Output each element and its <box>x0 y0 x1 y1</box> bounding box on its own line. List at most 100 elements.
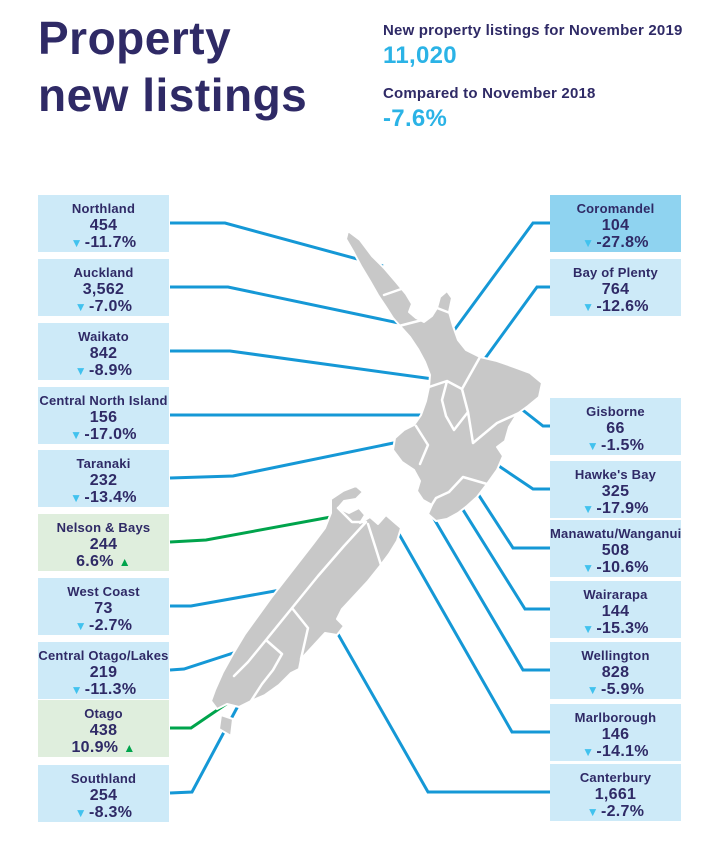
region-change-value: -7.0% <box>88 298 133 315</box>
region-box: Otago 438 ▼10.9%▲ <box>38 700 169 757</box>
leader-line-northland <box>170 221 384 268</box>
region-value: 73 <box>94 600 113 617</box>
region-change-value: 10.9% <box>71 739 119 756</box>
triangle-down-icon: ▼ <box>74 364 87 378</box>
region-change: ▼-8.9%▲ <box>38 362 169 380</box>
triangle-down-icon: ▼ <box>70 236 83 250</box>
region-name: Central Otago/Lakes <box>38 648 169 663</box>
triangle-down-icon: ▼ <box>582 622 595 636</box>
region-value: 325 <box>601 483 630 500</box>
region-name: Central North Island <box>39 393 168 408</box>
region-value: 232 <box>89 472 118 489</box>
region-box: Coromandel 104 ▼-27.8%▲ <box>550 195 681 252</box>
region-value: 104 <box>601 217 630 234</box>
region-name: Manawatu/Wanganui <box>550 526 682 541</box>
leader-line-southland <box>169 703 241 795</box>
triangle-down-icon: ▼ <box>582 300 595 314</box>
summary-stats: New property listings for November 2019 … <box>383 22 683 148</box>
region-box: Taranaki 232 ▼-13.4%▲ <box>38 450 169 507</box>
triangle-down-icon: ▼ <box>582 745 595 759</box>
region-change: ▼-27.8%▲ <box>550 234 681 252</box>
page-title-line1: Property <box>38 12 232 64</box>
region-change: ▼-7.0%▲ <box>38 298 169 316</box>
triangle-down-icon: ▼ <box>586 683 599 697</box>
region-box: Nelson & Bays 244 ▼6.6%▲ <box>38 514 169 571</box>
region-value: 3,562 <box>82 281 125 298</box>
leader-line-west-coast <box>170 587 287 608</box>
region-change-value: -13.4% <box>84 489 137 506</box>
region-name: Nelson & Bays <box>56 520 151 535</box>
leader-line-waikato <box>170 349 434 381</box>
leader-line-gisborne <box>514 402 550 428</box>
triangle-down-icon: ▼ <box>74 619 87 633</box>
region-change-value: -11.3% <box>84 681 137 698</box>
region-name: Hawke's Bay <box>574 467 657 482</box>
region-box: West Coast 73 ▼-2.7%▲ <box>38 578 169 635</box>
region-box: Manawatu/Wanganui 508 ▼-10.6%▲ <box>550 520 681 577</box>
leader-line-nelson-bays <box>169 510 359 544</box>
region-change: ▼-11.7%▲ <box>38 234 169 252</box>
region-change: ▼-1.5%▲ <box>550 437 681 455</box>
region-value: 454 <box>89 217 118 234</box>
region-change: ▼-5.9%▲ <box>550 681 681 699</box>
leader-line-auckland <box>170 285 414 328</box>
leader-line-coromandel <box>445 221 550 341</box>
region-change-value: -8.3% <box>88 804 133 821</box>
north-island-map <box>345 230 543 522</box>
region-change-value: -5.9% <box>600 681 645 698</box>
region-change: ▼10.9%▲ <box>38 739 169 757</box>
region-name: Northland <box>71 201 136 216</box>
region-value: 764 <box>601 281 630 298</box>
region-change-value: -15.3% <box>596 620 649 637</box>
page-title-line2: new listings <box>38 69 308 121</box>
region-value: 438 <box>89 722 118 739</box>
region-box: Bay of Plenty 764 ▼-12.6%▲ <box>550 259 681 316</box>
south-island-map <box>210 485 402 710</box>
region-box: Marlborough 146 ▼-14.1%▲ <box>550 704 681 761</box>
region-value: 219 <box>89 664 118 681</box>
leader-line-manawatu-wanganui <box>465 476 550 550</box>
region-change-value: -14.1% <box>596 743 649 760</box>
region-change-value: -2.7% <box>600 803 645 820</box>
leader-line-wellington <box>428 511 550 672</box>
region-box: Northland 454 ▼-11.7%▲ <box>38 195 169 252</box>
region-change: ▼-2.7%▲ <box>38 617 169 635</box>
region-change: ▼-17.0%▲ <box>38 426 169 444</box>
region-change-value: -12.6% <box>596 298 649 315</box>
region-value: 842 <box>89 345 118 362</box>
region-name: Marlborough <box>574 710 657 725</box>
region-change-value: -2.7% <box>88 617 133 634</box>
region-change: ▼-2.7%▲ <box>550 803 681 821</box>
region-name: Wairarapa <box>583 587 648 602</box>
region-name: Auckland <box>73 265 134 280</box>
region-change-value: 6.6% <box>76 553 114 570</box>
region-change: ▼6.6%▲ <box>38 553 169 571</box>
region-change: ▼-13.4%▲ <box>38 489 169 507</box>
region-name: West Coast <box>67 584 140 599</box>
region-change-value: -8.9% <box>88 362 133 379</box>
region-box: Central North Island 156 ▼-17.0%▲ <box>38 387 169 444</box>
region-name: Bay of Plenty <box>573 265 658 280</box>
triangle-up-icon: ▲ <box>123 741 136 755</box>
region-name: Taranaki <box>76 456 131 471</box>
region-value: 1,661 <box>594 786 637 803</box>
region-change: ▼-17.9%▲ <box>550 500 681 518</box>
triangle-down-icon: ▼ <box>74 806 87 820</box>
region-name: Canterbury <box>579 770 652 785</box>
triangle-down-icon: ▼ <box>70 491 83 505</box>
region-box: Auckland 3,562 ▼-7.0%▲ <box>38 259 169 316</box>
new-listings-value: 11,020 <box>383 42 457 69</box>
region-name: Waikato <box>78 329 129 344</box>
region-value: 146 <box>601 726 630 743</box>
region-box: Hawke's Bay 325 ▼-17.9%▲ <box>550 461 681 518</box>
triangle-down-icon: ▼ <box>74 300 87 314</box>
region-change-value: -11.7% <box>84 234 137 251</box>
south-island-region-borders <box>232 506 383 703</box>
region-change: ▼-12.6%▲ <box>550 298 681 316</box>
region-box: Southland 254 ▼-8.3%▲ <box>38 765 169 822</box>
region-value: 144 <box>601 603 630 620</box>
region-box: Wairarapa 144 ▼-15.3%▲ <box>550 581 681 638</box>
triangle-down-icon: ▼ <box>582 502 595 516</box>
region-name: Southland <box>70 771 137 786</box>
